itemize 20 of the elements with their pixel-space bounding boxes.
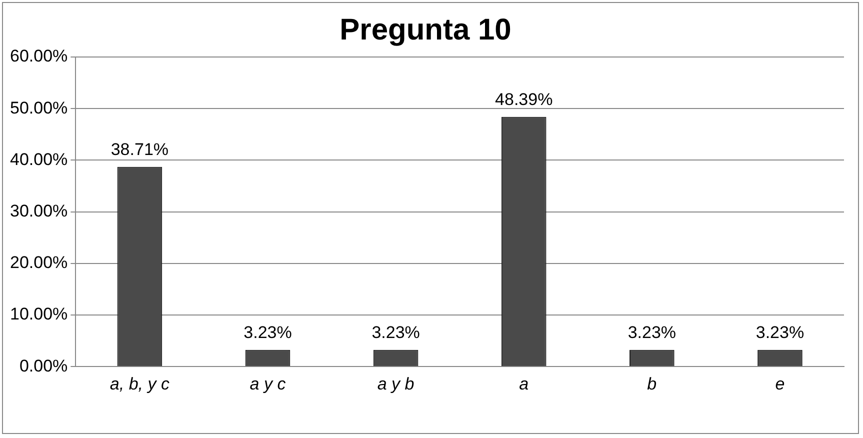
y-tick-label: 0.00% — [19, 356, 68, 376]
data-label: 3.23% — [756, 323, 804, 342]
data-label: 48.39% — [495, 90, 553, 110]
x-tick-label: a — [519, 374, 529, 394]
x-tick-label: a y c — [250, 374, 286, 394]
y-tick-label: 10.00% — [10, 304, 68, 324]
y-tick-label: 60.00% — [10, 46, 68, 66]
x-tick-label: b — [647, 374, 657, 394]
chart-title: Pregunta 10 — [340, 13, 512, 46]
x-tick-label: a, b, y c — [110, 374, 170, 394]
x-tick-label: a y b — [377, 374, 414, 394]
y-tick-label: 30.00% — [10, 201, 68, 220]
data-label: 3.23% — [372, 323, 420, 342]
data-label: 3.23% — [244, 323, 292, 342]
data-label: 38.71% — [110, 140, 169, 160]
data-label: 3.23% — [628, 323, 676, 342]
y-tick-label: 40.00% — [10, 150, 68, 169]
y-tick-label: 50.00% — [10, 98, 68, 118]
x-tick-label: e — [775, 374, 785, 394]
y-tick-label: 20.00% — [10, 253, 68, 272]
